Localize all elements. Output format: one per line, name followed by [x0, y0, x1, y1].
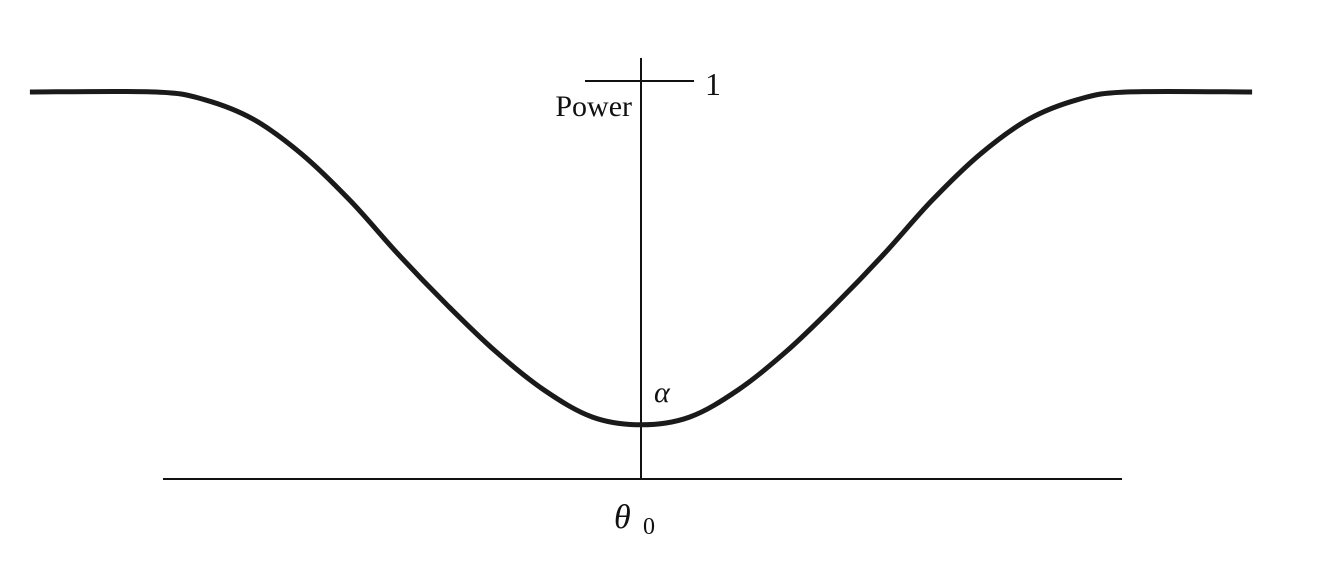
x-tick-label-theta0-subscript: 0: [643, 514, 655, 540]
y-tick-label-one: 1: [705, 66, 721, 102]
power-curve: [29, 88, 1253, 428]
x-tick-label-theta0: θ: [614, 499, 631, 536]
alpha-annotation: α: [654, 376, 671, 409]
y-axis-label: Power: [555, 90, 632, 123]
